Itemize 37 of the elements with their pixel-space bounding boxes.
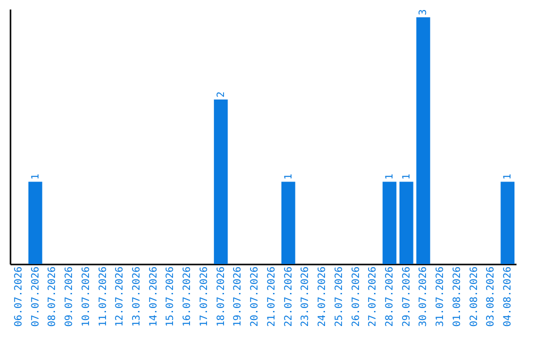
x-tick-label: 25.07.2026 [334,266,345,327]
x-tick-label: 11.07.2026 [98,266,109,327]
x-tick-label: 12.07.2026 [114,266,126,327]
data-label: 2 [216,91,227,98]
data-label: 1 [384,174,396,180]
x-tick-label: 26.07.2026 [350,266,362,327]
x-tick-label: 13.07.2026 [132,266,142,327]
x-tick-label: 10.07.2026 [80,266,92,327]
x-tick-label: 28.07.2026 [384,266,396,327]
x-tick-label: 15.07.2026 [165,266,176,327]
data-label: 3 [418,9,430,16]
x-tick-label: 31.07.2026 [435,266,446,327]
x-tick-label: 01.08.2026 [452,266,463,327]
x-tick-label: 27.07.2026 [368,266,379,327]
data-label: 1 [30,174,42,180]
x-tick-label: 14.07.2026 [148,266,160,327]
x-tick-label: 30.07.2026 [418,266,430,327]
x-tick-label: 03.08.2026 [486,266,497,327]
x-tick-label: 20.07.2026 [250,266,261,327]
x-tick-label: 04.08.2026 [502,266,514,327]
x-tick-label: 23.07.2026 [300,266,312,327]
x-tick-label: 16.07.2026 [182,266,194,327]
x-tick-label: 02.08.2026 [468,266,480,327]
x-tick-label: 22.07.2026 [283,266,294,327]
x-tick-label: 08.07.2026 [47,266,58,327]
x-tick-label: 21.07.2026 [266,266,278,327]
x-tick-label: 06.07.2026 [13,266,24,327]
x-tick-label: 09.07.2026 [64,266,76,327]
x-tick-label: 17.07.2026 [198,266,210,327]
x-tick-label: 29.07.2026 [401,266,412,327]
data-label: 1 [283,174,294,180]
x-tick-label: 07.07.2026 [30,266,42,327]
data-label: 1 [502,174,514,180]
x-tick-label: 18.07.2026 [216,266,227,327]
x-tick-label: 19.07.2026 [232,266,244,327]
x-tick-label: 24.07.2026 [317,266,328,327]
data-label: 1 [401,174,412,180]
